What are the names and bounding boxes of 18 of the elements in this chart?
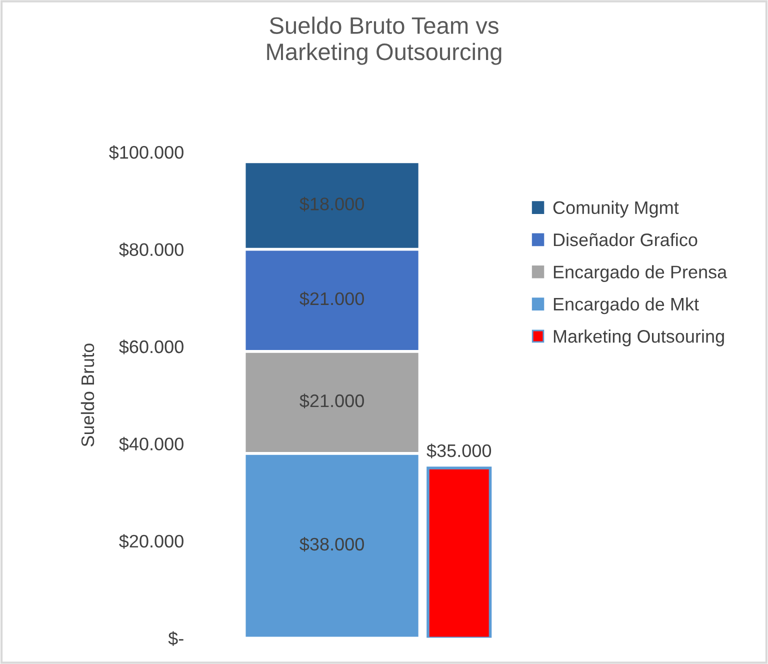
data-label: $35.000 <box>426 444 492 458</box>
y-tick-label: $60.000 <box>119 340 184 354</box>
y-tick-label: $- <box>168 631 184 646</box>
y-tick-label: $40.000 <box>119 436 184 452</box>
data-label: $21.000 <box>300 292 364 306</box>
legend-label: Marketing Outsouring <box>554 330 724 346</box>
y-tick-label: $20.000 <box>119 534 184 549</box>
data-label: $18.000 <box>300 196 364 212</box>
legend-label: Encargado de Prensa <box>554 265 728 282</box>
data-label: $38.000 <box>300 537 364 552</box>
chart-title: Sueldo Bruto Team vs Marketing Outsourcing <box>267 16 502 65</box>
legend-label: Comunity Mgmt <box>553 200 679 218</box>
data-label: $21.000 <box>300 394 364 408</box>
y-tick-label: $100.000 <box>109 145 184 160</box>
legend-label: Diseñador Grafico <box>554 232 698 246</box>
y-tick-label: $80.000 <box>119 242 184 258</box>
legend-label: Encargado de Mkt <box>554 297 699 314</box>
y-axis-title: Sueldo Bruto <box>80 344 94 446</box>
